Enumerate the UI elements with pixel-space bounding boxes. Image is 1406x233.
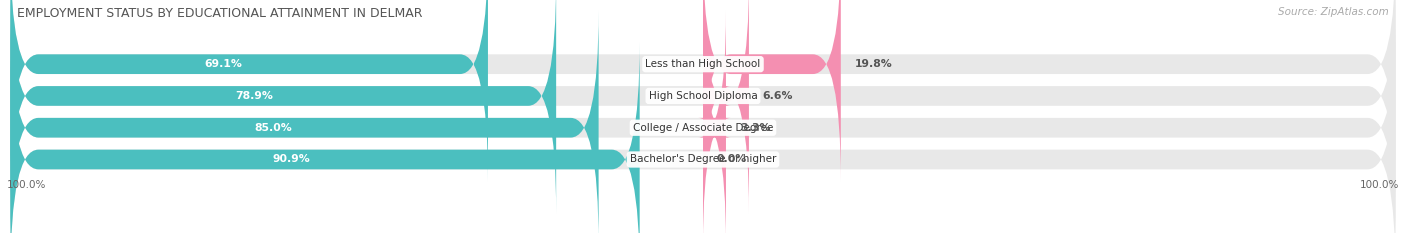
Text: High School Diploma: High School Diploma xyxy=(648,91,758,101)
FancyBboxPatch shape xyxy=(10,0,1396,182)
Text: 78.9%: 78.9% xyxy=(235,91,273,101)
FancyBboxPatch shape xyxy=(10,0,1396,213)
FancyBboxPatch shape xyxy=(10,0,488,182)
FancyBboxPatch shape xyxy=(703,0,841,182)
Text: 100.0%: 100.0% xyxy=(7,180,46,190)
FancyBboxPatch shape xyxy=(10,42,1396,233)
Legend: In Labor Force, Unemployed: In Labor Force, Unemployed xyxy=(602,230,804,233)
FancyBboxPatch shape xyxy=(10,42,640,233)
FancyBboxPatch shape xyxy=(703,0,749,213)
Text: Less than High School: Less than High School xyxy=(645,59,761,69)
Text: 69.1%: 69.1% xyxy=(204,59,242,69)
Text: EMPLOYMENT STATUS BY EDUCATIONAL ATTAINMENT IN DELMAR: EMPLOYMENT STATUS BY EDUCATIONAL ATTAINM… xyxy=(17,7,422,20)
FancyBboxPatch shape xyxy=(699,10,731,233)
FancyBboxPatch shape xyxy=(10,10,599,233)
Text: 3.3%: 3.3% xyxy=(740,123,770,133)
FancyBboxPatch shape xyxy=(10,10,1396,233)
Text: 0.0%: 0.0% xyxy=(717,154,747,164)
Text: 85.0%: 85.0% xyxy=(254,123,292,133)
Text: Source: ZipAtlas.com: Source: ZipAtlas.com xyxy=(1278,7,1389,17)
Text: Bachelor's Degree or higher: Bachelor's Degree or higher xyxy=(630,154,776,164)
Text: 90.9%: 90.9% xyxy=(273,154,311,164)
FancyBboxPatch shape xyxy=(10,0,557,213)
Text: 6.6%: 6.6% xyxy=(763,91,793,101)
Text: 19.8%: 19.8% xyxy=(855,59,893,69)
Text: 100.0%: 100.0% xyxy=(1360,180,1399,190)
Text: College / Associate Degree: College / Associate Degree xyxy=(633,123,773,133)
